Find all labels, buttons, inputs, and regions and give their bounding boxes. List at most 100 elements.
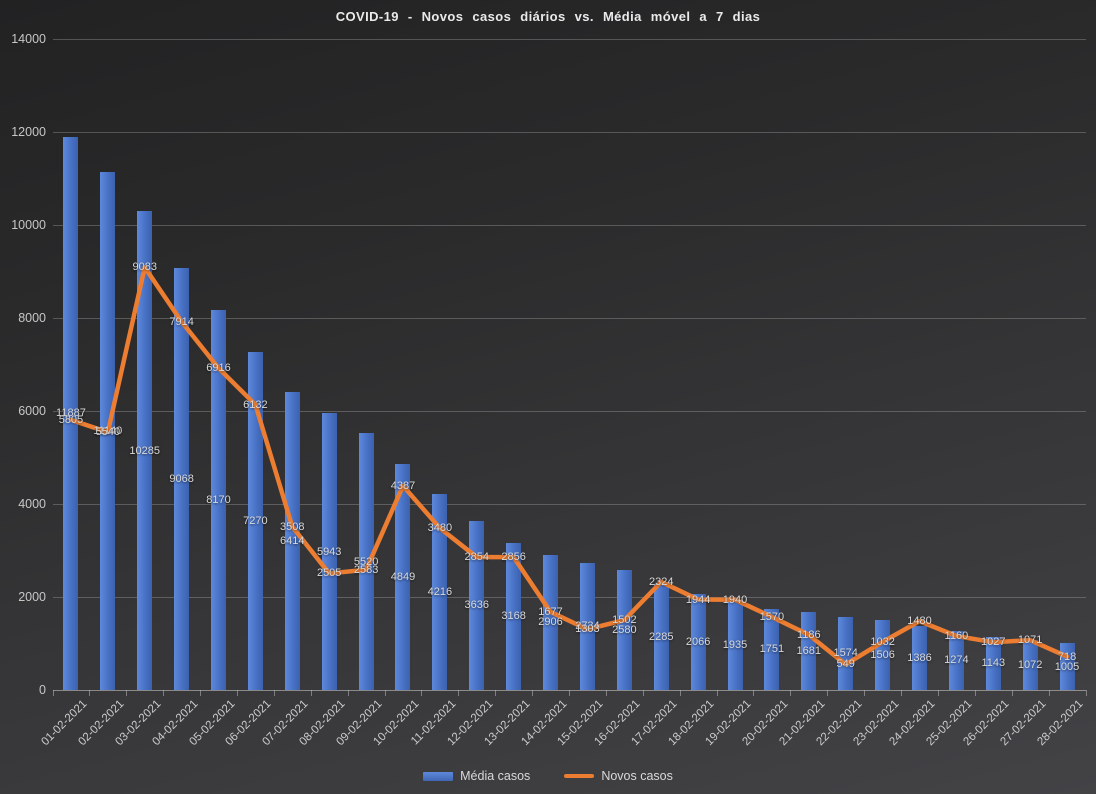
- bar-value-label: 10285: [129, 444, 161, 457]
- line-value-label: 2583: [353, 563, 379, 576]
- bar-value-label: 11887: [56, 407, 86, 420]
- bar: [690, 593, 706, 690]
- y-axis-label: 2000: [18, 589, 46, 604]
- bar: [616, 569, 632, 690]
- axis-tick: [89, 690, 91, 696]
- line-series-swatch-icon: [564, 774, 595, 778]
- bar: [469, 520, 485, 690]
- bar-value-label: 1681: [796, 644, 822, 657]
- legend-label-novos-casos: Novos casos: [601, 769, 673, 783]
- y-axis-label: 10000: [11, 217, 46, 232]
- bar-value-label: 1143: [981, 657, 1006, 670]
- bar-value-label: 1574: [833, 647, 858, 660]
- bar-value-label: 5943: [316, 545, 342, 558]
- bar: [579, 562, 595, 690]
- bar: [1022, 640, 1038, 690]
- y-axis-label: 14000: [11, 31, 46, 46]
- bar-value-label: 9068: [169, 473, 194, 485]
- gridline: [52, 224, 1086, 226]
- axis-tick: [273, 690, 275, 696]
- line-value-label: 1940: [722, 593, 748, 606]
- bar-value-label: 6414: [280, 534, 305, 547]
- line-value-label: 2505: [316, 567, 342, 580]
- gridline: [52, 317, 1086, 319]
- line-value-label: 3508: [280, 520, 305, 533]
- line-value-label: 5540: [95, 426, 121, 439]
- line-value-label: 1303: [575, 623, 600, 636]
- axis-tick: [200, 690, 202, 696]
- gridline: [52, 596, 1086, 598]
- axis-tick: [236, 690, 238, 696]
- bar-value-label: 3636: [464, 599, 490, 612]
- line-value-label: 1944: [685, 593, 711, 606]
- bar-value-label: 8170: [206, 493, 231, 506]
- bar: [432, 493, 448, 690]
- legend-label-media-casos: Média casos: [460, 769, 531, 783]
- bar-value-label: 1506: [870, 648, 895, 661]
- axis-tick: [1048, 690, 1050, 696]
- line-value-label: 1480: [907, 615, 932, 628]
- axis-tick: [569, 690, 570, 696]
- bar-value-label: 11140: [93, 424, 123, 437]
- bar-value-label: 2906: [538, 616, 563, 629]
- axis-tick: [679, 690, 681, 696]
- legend-item-media-casos: Média casos: [423, 769, 530, 783]
- bar: [211, 309, 227, 690]
- bar: [543, 554, 559, 690]
- axis-tick: [126, 690, 128, 696]
- bar: [174, 268, 190, 690]
- bar: [137, 211, 153, 690]
- axis-tick: [310, 690, 312, 696]
- bar: [63, 136, 79, 690]
- bar-value-label: 2580: [612, 623, 637, 636]
- bar: [653, 583, 669, 690]
- axis-tick: [642, 690, 644, 696]
- bar: [506, 542, 522, 690]
- axis-tick: [163, 690, 165, 696]
- line-value-label: 1502: [612, 614, 637, 627]
- bar: [985, 636, 1001, 690]
- bar: [395, 464, 411, 690]
- line-value-label: 718: [1057, 650, 1077, 663]
- axis-tick: [864, 690, 866, 696]
- axis-tick: [716, 690, 718, 696]
- bar-value-label: 1386: [907, 651, 932, 664]
- bar-value-label: 1935: [722, 638, 748, 651]
- line-value-label: 1677: [538, 605, 563, 618]
- line-value-label: 1071: [1017, 634, 1043, 647]
- bar: [948, 630, 964, 690]
- y-axis-label: 6000: [18, 403, 46, 418]
- gridline: [52, 131, 1086, 133]
- axis-tick: [790, 690, 792, 696]
- bar-value-label: 7270: [243, 514, 268, 527]
- bar: [764, 608, 780, 690]
- line-value-label: 5805: [58, 413, 84, 426]
- axis-tick: [1085, 690, 1087, 696]
- line-value-label: 4387: [390, 479, 416, 492]
- legend: Média casos Novos casos: [0, 769, 1096, 783]
- axis-tick: [605, 690, 607, 696]
- bar-value-label: 4849: [390, 571, 416, 584]
- bar-value-label: 3168: [501, 610, 526, 623]
- bar: [358, 433, 374, 690]
- bar: [911, 625, 927, 690]
- axis-tick: [495, 690, 497, 696]
- y-axis-label: 8000: [18, 310, 46, 325]
- line-value-label: 1160: [944, 630, 969, 643]
- line-value-label: 6132: [243, 398, 268, 411]
- axis-tick: [1011, 690, 1013, 696]
- line-value-label: 7914: [169, 315, 194, 328]
- axis-tick: [532, 690, 534, 696]
- line-value-label: 1032: [870, 635, 895, 648]
- axis-tick: [937, 690, 939, 696]
- line-value-label: 1570: [759, 610, 785, 623]
- gridline: [52, 410, 1086, 412]
- axis-tick: [384, 690, 386, 696]
- axis-tick: [52, 690, 54, 696]
- bar: [727, 599, 743, 690]
- line-value-label: 3480: [427, 522, 453, 535]
- line-value-label: 9083: [132, 261, 157, 274]
- bar-value-label: 2734: [575, 620, 600, 633]
- bar: [247, 351, 263, 690]
